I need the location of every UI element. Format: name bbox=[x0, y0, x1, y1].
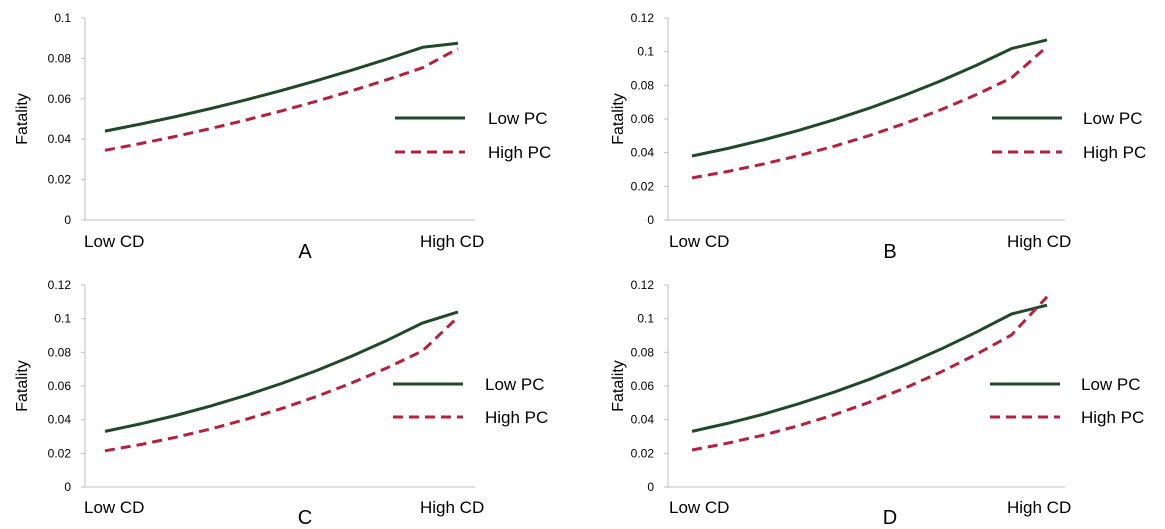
x-category-label: High CD bbox=[420, 498, 484, 517]
panel-label: A bbox=[298, 241, 312, 263]
y-tick-label: 0.04 bbox=[48, 132, 72, 146]
series-line-high-pc bbox=[691, 295, 1049, 452]
y-axis-title: Fatality bbox=[610, 360, 627, 412]
chart-panel-d: 0 0.02 0.04 0.06 0.08 0.1 0.12 Low CD High CD Fat… bbox=[610, 278, 1144, 529]
y-axis-title: Fatality bbox=[14, 93, 31, 145]
y-tick-label: 0 bbox=[64, 213, 71, 227]
legend-label: Low PC bbox=[488, 109, 548, 128]
y-axis-title: Fatality bbox=[610, 93, 627, 145]
x-category-label: High CD bbox=[1007, 232, 1071, 251]
legend-label: Low PC bbox=[1083, 109, 1143, 128]
x-category-label: High CD bbox=[1007, 498, 1071, 517]
series-line-high-pc bbox=[104, 47, 459, 152]
series-line-low-pc bbox=[104, 41, 459, 133]
y-tick-label: 0.04 bbox=[48, 413, 72, 427]
x-category-label: High CD bbox=[420, 232, 484, 251]
panel-label: D bbox=[883, 507, 897, 529]
y-tick-label: 0.1 bbox=[54, 11, 71, 25]
series-line-low-pc bbox=[691, 303, 1048, 433]
y-tick-label: 0.04 bbox=[631, 413, 655, 427]
legend-label: Low PC bbox=[1081, 375, 1141, 394]
x-category-label: Low CD bbox=[84, 498, 144, 517]
y-tick-label: 0.1 bbox=[54, 312, 71, 326]
y-tick-label: 0.06 bbox=[631, 112, 655, 126]
legend-label: High PC bbox=[488, 143, 551, 162]
series-line-low-pc bbox=[104, 310, 459, 433]
x-category-label: Low CD bbox=[669, 498, 729, 517]
y-tick-label: 0.08 bbox=[48, 51, 72, 65]
y-tick-label: 0.12 bbox=[48, 278, 72, 292]
chart-panel-c: 0 0.02 0.04 0.06 0.08 0.1 0.12 Low CD High CD Fat… bbox=[14, 278, 548, 529]
legend-label: Low PC bbox=[485, 375, 545, 394]
y-tick-label: 0.06 bbox=[48, 92, 72, 106]
y-tick-label: 0.1 bbox=[637, 312, 654, 326]
y-tick-label: 0.1 bbox=[637, 45, 654, 59]
series-line-high-pc bbox=[104, 315, 460, 453]
y-axis-title: Fatality bbox=[14, 360, 31, 412]
y-tick-label: 0.06 bbox=[631, 379, 655, 393]
legend-label: High PC bbox=[1081, 408, 1144, 427]
y-tick-label: 0.02 bbox=[48, 446, 72, 460]
panel-label: B bbox=[883, 241, 896, 263]
y-tick-label: 0.02 bbox=[631, 179, 655, 193]
y-tick-label: 0.08 bbox=[631, 345, 655, 359]
chart-panel-b: 0 0.02 0.04 0.06 0.08 0.1 0.12 Low CD High CD Fat… bbox=[610, 11, 1146, 263]
x-category-label: Low CD bbox=[669, 232, 729, 251]
y-tick-label: 0.02 bbox=[48, 173, 72, 187]
y-tick-label: 0.12 bbox=[631, 278, 655, 292]
legend-label: High PC bbox=[1083, 143, 1146, 162]
y-tick-label: 0.04 bbox=[631, 146, 655, 160]
series-line-high-pc bbox=[691, 45, 1048, 180]
legend-label: High PC bbox=[485, 408, 548, 427]
series-line-low-pc bbox=[691, 38, 1048, 158]
panel-label: C bbox=[298, 507, 312, 529]
y-tick-label: 0.02 bbox=[631, 446, 655, 460]
y-tick-label: 0.12 bbox=[631, 11, 655, 25]
y-tick-label: 0 bbox=[64, 480, 71, 494]
y-tick-label: 0.08 bbox=[631, 78, 655, 92]
chart-panel-a: 0 0.02 0.04 0.06 0.08 0.1 Low CD High CD Fatalit… bbox=[14, 11, 551, 263]
y-tick-label: 0 bbox=[647, 213, 654, 227]
y-tick-label: 0.08 bbox=[48, 345, 72, 359]
y-tick-label: 0 bbox=[647, 480, 654, 494]
y-tick-label: 0.06 bbox=[48, 379, 72, 393]
x-category-label: Low CD bbox=[84, 232, 144, 251]
